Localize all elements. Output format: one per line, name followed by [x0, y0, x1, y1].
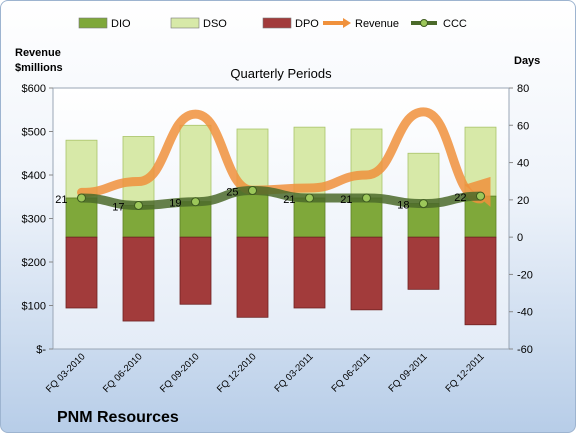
left-axis-tick-label: $600 — [22, 83, 46, 95]
ccc-point — [362, 193, 371, 203]
ccc-point — [191, 197, 200, 207]
right-axis-label: Days — [514, 55, 540, 67]
legend-marker-ccc — [420, 19, 428, 27]
ccc-data-label: 25 — [226, 187, 238, 199]
right-axis-tick-label: 20 — [517, 195, 529, 207]
ccc-data-label: 22 — [454, 192, 466, 204]
category-label: FQ 03-2011 — [272, 351, 315, 394]
dpo-bar — [464, 236, 497, 326]
dso-bar — [350, 128, 383, 199]
ccc-point — [305, 193, 314, 203]
ccc-point — [476, 191, 485, 201]
dpo-bar — [236, 236, 269, 318]
legend-swatch-dso — [170, 17, 200, 29]
dpo-bar — [122, 236, 155, 322]
left-axis-label-line2: $millions — [15, 62, 63, 74]
legend-label-dpo: DPO — [295, 18, 319, 30]
left-axis-tick-label: $100 — [22, 301, 46, 313]
right-axis-tick-label: -60 — [517, 344, 533, 356]
dpo-bar — [407, 236, 440, 290]
left-axis-label-line1: Revenue — [15, 47, 61, 59]
legend-label-revenue: Revenue — [355, 18, 399, 30]
category-label: FQ 06-2010 — [101, 351, 145, 395]
dso-bar — [122, 136, 155, 206]
category-label: FQ 09-2010 — [158, 351, 202, 395]
legend-swatch-dpo — [262, 17, 292, 29]
dpo-bar — [179, 236, 212, 305]
legend-swatch-dio — [78, 17, 108, 29]
dpo-bar — [293, 236, 326, 309]
left-axis-tick-label: $- — [36, 344, 46, 356]
dio-bar — [65, 197, 98, 238]
legend-label-ccc: CCC — [443, 18, 467, 30]
category-label: FQ 12-2010 — [215, 351, 259, 395]
chart-title: Quarterly Periods — [230, 66, 332, 81]
dio-bar — [407, 203, 440, 238]
company-name: PNM Resources — [57, 409, 179, 426]
dpo-bar — [65, 236, 98, 309]
dpo-bar — [350, 236, 383, 311]
ccc-point — [77, 193, 86, 203]
legend-arrow-revenue — [343, 18, 351, 28]
right-axis-tick-label: 60 — [517, 120, 529, 132]
dso-bar — [407, 152, 440, 204]
category-label: FQ 06-2011 — [329, 351, 372, 394]
legend-label-dso: DSO — [203, 18, 227, 30]
right-axis-tick-label: -20 — [517, 269, 533, 281]
ccc-data-label: 21 — [55, 194, 67, 206]
left-axis-tick-label: $500 — [22, 127, 46, 139]
ccc-data-label: 21 — [283, 194, 295, 206]
dio-bar — [122, 205, 155, 238]
right-axis-tick-label: 80 — [517, 83, 529, 95]
ccc-point — [134, 200, 143, 210]
legend-label-dio: DIO — [111, 18, 131, 30]
dio-bar — [179, 201, 212, 238]
dio-bar — [350, 197, 383, 238]
left-axis-tick-label: $400 — [22, 170, 46, 182]
ccc-data-label: 18 — [397, 200, 409, 212]
legend: DIO DSO DPO Revenue CCC — [78, 17, 467, 30]
right-axis-tick-label: 40 — [517, 158, 529, 170]
ccc-point — [248, 186, 257, 196]
ccc-data-label: 21 — [340, 194, 352, 206]
ccc-data-label: 19 — [169, 198, 181, 210]
category-label: FQ 12-2011 — [443, 351, 486, 394]
ccc-data-label: 17 — [112, 201, 124, 213]
left-axis-tick-label: $200 — [22, 257, 46, 269]
category-label: FQ 09-2011 — [386, 351, 429, 394]
right-axis-tick-label: -40 — [517, 307, 533, 319]
right-axis-tick-label: 0 — [517, 232, 523, 244]
category-label: FQ 03-2010 — [44, 351, 88, 395]
plot-area: $- $100 $200 $300 $400 $500 $600 -60 -40 -20 0 20 40… — [22, 83, 533, 395]
dso-bar — [179, 124, 212, 203]
dio-bar — [236, 190, 269, 238]
left-axis-tick-label: $300 — [22, 214, 46, 226]
ccc-point — [419, 199, 428, 209]
dio-bar — [293, 197, 326, 238]
